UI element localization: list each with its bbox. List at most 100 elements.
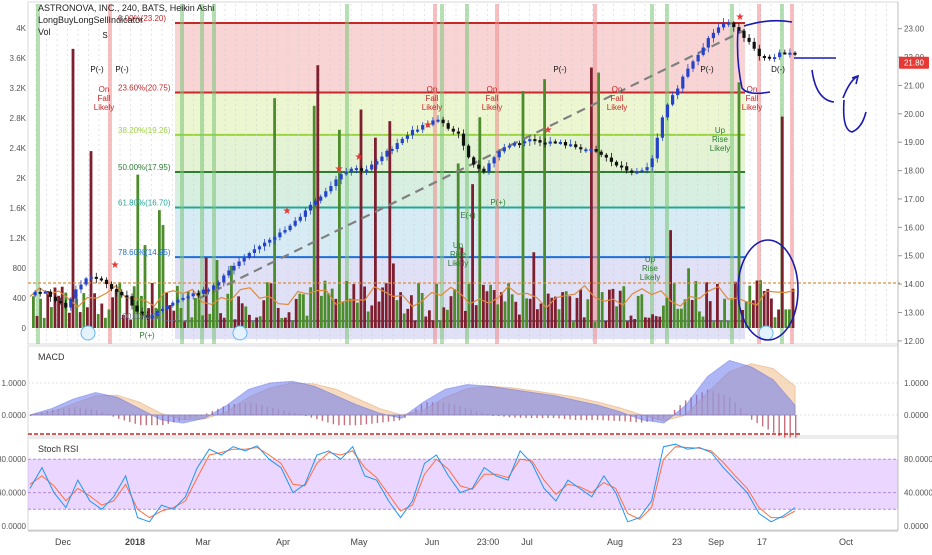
candle-body — [773, 57, 777, 60]
macd-hist-bar — [156, 415, 158, 426]
macd-hist-bar — [525, 415, 527, 418]
price-pane[interactable]: 0.00%(23.20) 23.60%(20.75) 38.20%(19.26) 50… — [27, 1, 900, 509]
macd-hist-bar — [783, 415, 786, 440]
candle-body — [645, 167, 649, 171]
star-marker: ★ — [335, 164, 344, 175]
candle-body — [64, 302, 68, 308]
volume-bar — [629, 315, 633, 328]
volume-bar — [726, 321, 730, 328]
candle-body — [99, 278, 103, 281]
price-axis[interactable]: 23.0022.0021.0020.0019.0018.0017.0016.00… — [897, 2, 925, 530]
volume-bar — [186, 291, 190, 328]
volume-bar — [64, 292, 68, 328]
macd-axis[interactable]: 1.0000 1.0000 0.0000 0.0000 — [2, 379, 929, 420]
signal-label: Likely — [742, 103, 762, 112]
stoch-rsi-pane[interactable] — [27, 437, 899, 531]
volume-bar — [644, 317, 647, 328]
time-tick-label: Oct — [839, 537, 854, 547]
volume-ma-line — [29, 284, 796, 309]
candle-body — [543, 142, 547, 145]
macd-hist-bar — [140, 415, 142, 426]
buy-signal-column — [730, 4, 734, 344]
volume-bar — [557, 309, 561, 328]
candle-body — [711, 32, 715, 39]
candle-body — [436, 119, 440, 122]
macd-pane[interactable] — [27, 345, 899, 446]
stoch-axis[interactable]: 80.0000 80.0000 40.0000 40.0000 0.0000 0.0000 — [0, 455, 932, 531]
volume-axis: 4K 3.6K 3.2K 2.8K 2.4K 2K 1.6K 1.2K 800 400 0 — [10, 24, 27, 333]
sell-signal-column — [790, 4, 794, 344]
macd-hist-bar — [387, 415, 390, 422]
stoch-tick-label: 80.0000 — [904, 455, 932, 464]
time-tick-label: Dec — [55, 537, 72, 547]
price-tick-label: 19.00 — [904, 138, 925, 147]
signal-label: On — [99, 85, 110, 94]
star-marker: ★ — [355, 152, 364, 163]
volume-tick-label: 3.2K — [10, 84, 27, 93]
price-tick-label: 12.00 — [904, 337, 925, 346]
volume-bar — [539, 303, 543, 328]
candle-body — [390, 149, 394, 152]
volume-bar — [694, 281, 698, 328]
signal-label: P(+) — [139, 331, 155, 340]
star-marker: ★ — [736, 12, 745, 23]
candle-body — [696, 54, 700, 62]
candle-body — [308, 204, 313, 211]
candle-body — [140, 311, 144, 316]
buy-signal-column — [665, 4, 669, 344]
candle-body — [538, 140, 542, 143]
star-marker: ★ — [111, 260, 120, 271]
volume-bar — [734, 281, 737, 328]
candle-body — [635, 171, 639, 174]
candle-body — [120, 291, 124, 296]
volume-bar — [478, 117, 482, 328]
macd-hist-bar — [761, 415, 764, 427]
volume-bar — [251, 321, 255, 328]
buy-signal-column — [212, 4, 216, 344]
buy-signal-column — [650, 4, 654, 344]
star-marker: ★ — [544, 125, 553, 136]
candle-body — [497, 151, 501, 158]
volume-bar — [399, 292, 402, 328]
candle-body — [38, 291, 42, 294]
volume-bar — [388, 121, 392, 328]
volume-tick-label: 2K — [16, 174, 26, 183]
candle-body — [257, 246, 262, 250]
macd-hist-bar — [585, 415, 588, 421]
candle-body — [303, 210, 307, 217]
volume-bar — [125, 298, 129, 328]
candle-body — [222, 275, 226, 283]
candle-body — [451, 128, 455, 132]
macd-hist-bar — [211, 411, 214, 415]
volume-tick-label: 3.6K — [10, 54, 27, 63]
volume-bar — [723, 298, 726, 328]
volume-bar — [471, 184, 474, 328]
candle-body — [283, 230, 287, 233]
signal-label: Fall — [426, 94, 439, 103]
candle-body — [181, 297, 185, 300]
volume-bar — [392, 263, 395, 328]
time-axis[interactable]: Dec 2018 Mar Apr May Jun 23:00 Jul Aug 23 Sep 17 Oct — [28, 530, 898, 547]
candle-body — [79, 284, 83, 290]
candle-body — [69, 298, 73, 308]
d-marker — [232, 325, 248, 341]
star-marker: ★ — [283, 206, 292, 217]
volume-tick-label: 400 — [13, 294, 27, 303]
signal-label: On — [612, 85, 623, 94]
macd-hist-bar — [519, 415, 522, 418]
signal-label: Fall — [98, 94, 111, 103]
volume-bar — [114, 290, 118, 328]
candle-body — [395, 143, 399, 150]
candle-body — [349, 168, 353, 173]
volume-bar — [190, 317, 194, 328]
volume-bar — [647, 317, 651, 328]
volume-bar — [147, 308, 150, 328]
candle-body — [150, 315, 154, 318]
price-tick-label: 18.00 — [904, 167, 925, 176]
volume-bar — [50, 307, 53, 328]
signal-label: Up — [453, 241, 464, 250]
macd-hist-bar — [547, 415, 549, 419]
volume-bar — [309, 287, 312, 328]
macd-hist-bar — [541, 415, 544, 419]
candle-body — [671, 95, 675, 105]
